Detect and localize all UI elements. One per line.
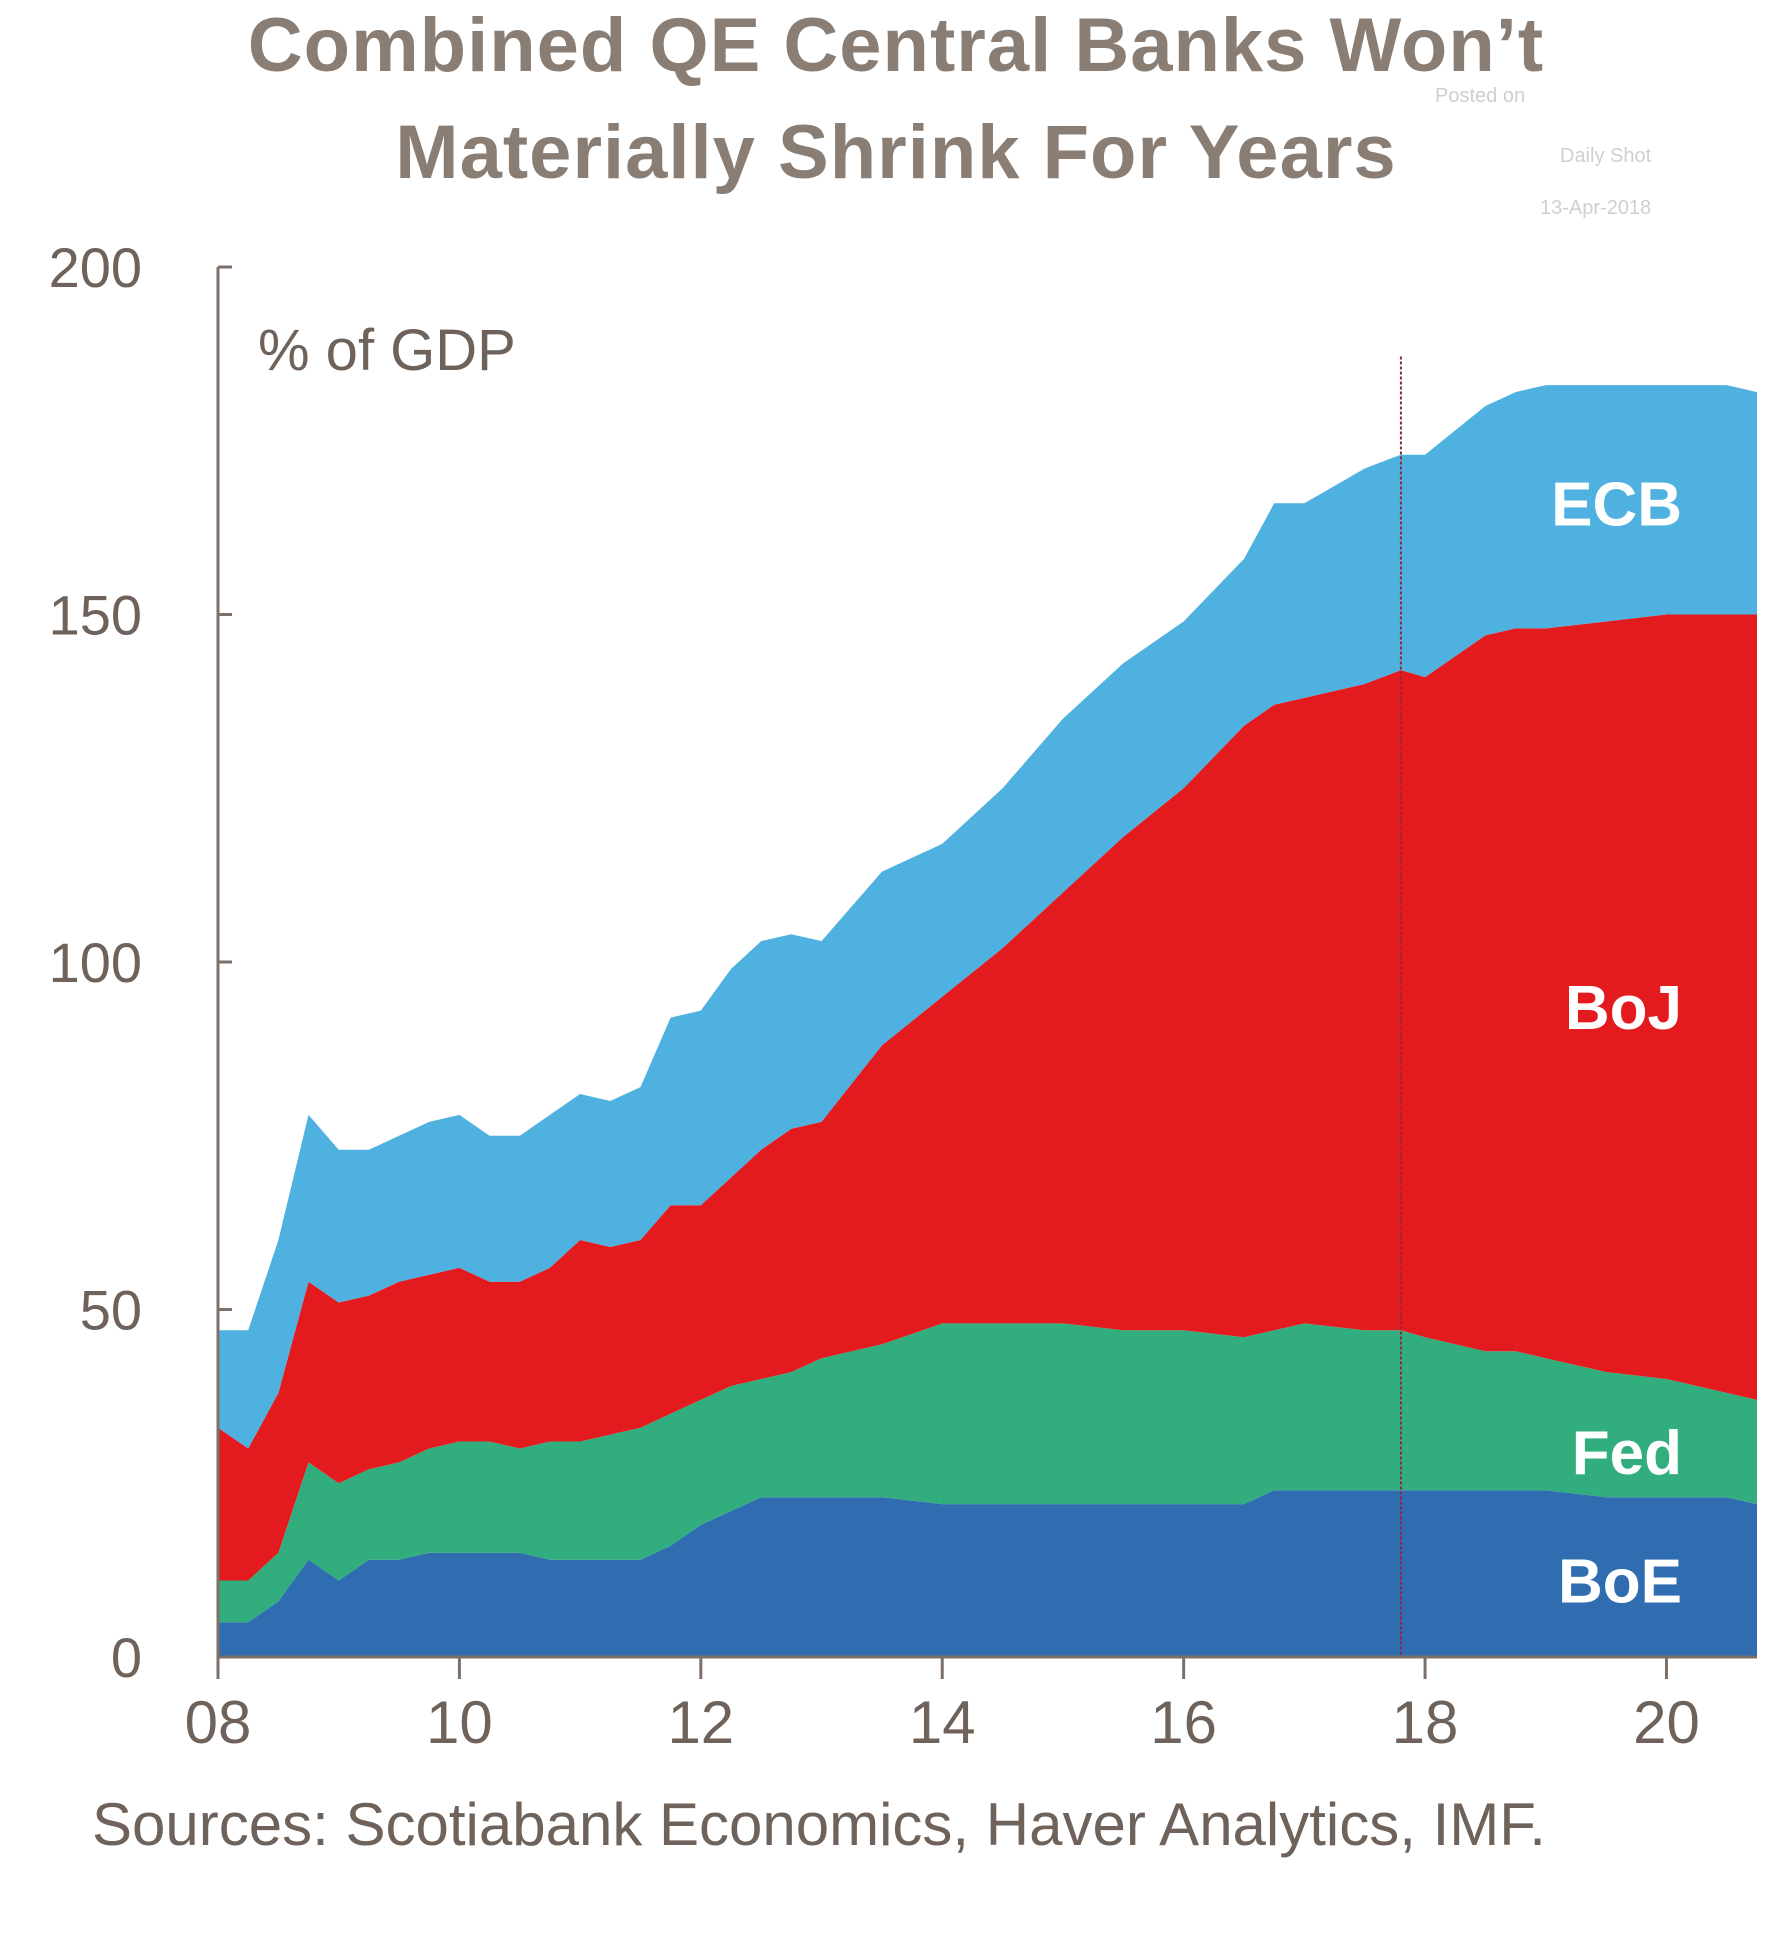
chart-source-note: Sources: Scotiabank Economics, Haver Ana… bbox=[92, 1791, 1546, 1858]
watermark-posted-on: Posted on bbox=[1435, 85, 1526, 107]
x-tick-label-2016: 16 bbox=[1150, 1689, 1217, 1756]
x-tick-label-2012: 12 bbox=[667, 1689, 734, 1756]
area-series-group bbox=[218, 385, 1757, 1657]
y-tick-label-100: 100 bbox=[49, 931, 142, 994]
labels-group: % of GDP BoE Fed BoJ ECB bbox=[258, 318, 1682, 1617]
series-label-ecb: ECB bbox=[1551, 470, 1682, 539]
x-tick-label-2010: 10 bbox=[426, 1689, 493, 1756]
x-tick-label-2018: 18 bbox=[1392, 1689, 1459, 1756]
series-label-boe: BoE bbox=[1558, 1548, 1682, 1617]
watermark-source: Daily Shot bbox=[1560, 145, 1652, 167]
area-ecb bbox=[218, 385, 1757, 1449]
y-tick-label-200: 200 bbox=[49, 240, 142, 299]
axes-group: 0 50 100 150 200 08 10 12 14 16 18 20 bbox=[49, 240, 1757, 1756]
area-fed bbox=[218, 1323, 1757, 1623]
area-boe bbox=[218, 1490, 1757, 1657]
x-tick-label-2020: 20 bbox=[1633, 1689, 1700, 1756]
watermark-date: 13-Apr-2018 bbox=[1540, 197, 1652, 219]
stacked-area-chart: 0 50 100 150 200 08 10 12 14 16 18 20 % of GDP BoE Fe… bbox=[49, 240, 1757, 1756]
x-tick-label-2008: 08 bbox=[185, 1689, 252, 1756]
y-tick-label-150: 150 bbox=[49, 584, 142, 647]
y-tick-label-50: 50 bbox=[80, 1279, 142, 1342]
y-unit-label: % of GDP bbox=[258, 318, 516, 383]
y-tick-label-0: 0 bbox=[111, 1626, 142, 1689]
chart-title-line-2: Materially Shrink For Years bbox=[395, 110, 1397, 195]
area-boj bbox=[218, 614, 1757, 1581]
chart-title-line-1: Combined QE Central Banks Won’t bbox=[247, 3, 1545, 88]
x-tick-label-2014: 14 bbox=[909, 1689, 976, 1756]
series-label-boj: BoJ bbox=[1565, 974, 1682, 1043]
series-label-fed: Fed bbox=[1572, 1419, 1682, 1488]
